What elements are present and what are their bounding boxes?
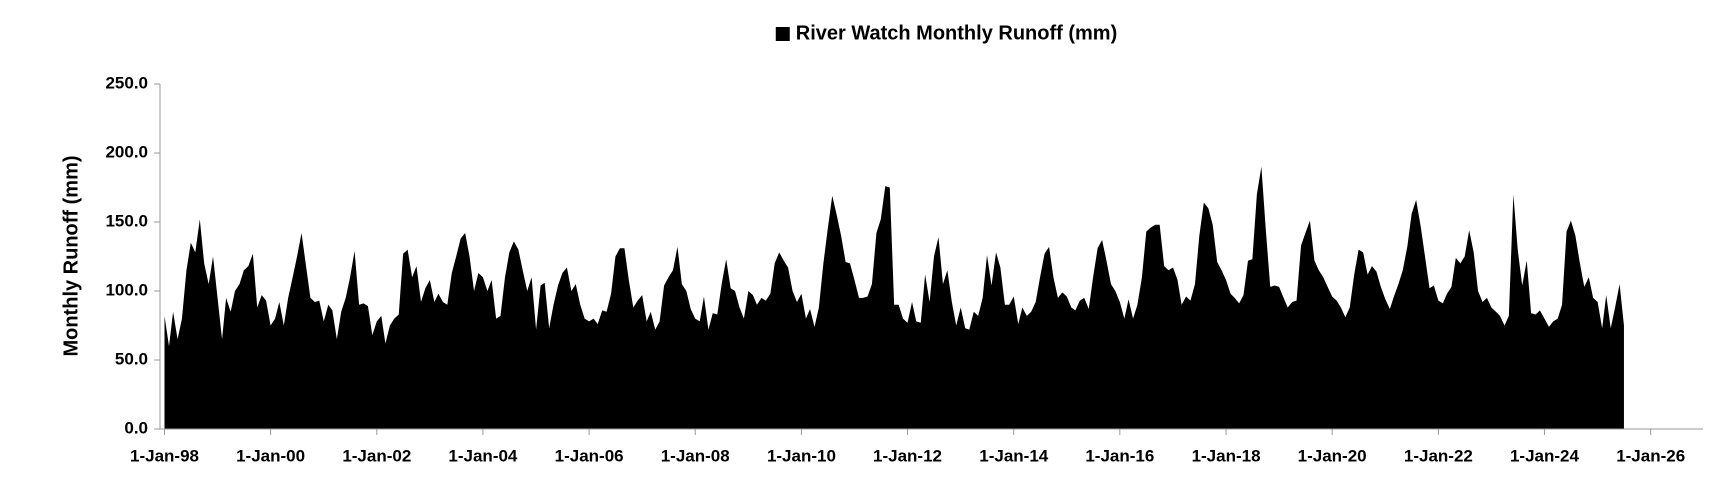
area — [164, 166, 1624, 430]
x-tick-label: 1-Jan-08 — [661, 446, 730, 465]
legend-label: River Watch Monthly Runoff (mm) — [796, 22, 1117, 44]
x-tick-label: 1-Jan-26 — [1616, 446, 1685, 465]
x-tick-label: 1-Jan-98 — [130, 446, 199, 465]
y-tick-label: 0.0 — [124, 418, 148, 437]
x-tick-label: 1-Jan-04 — [448, 446, 518, 465]
x-tick-label: 1-Jan-16 — [1085, 446, 1154, 465]
x-tick-label: 1-Jan-14 — [979, 446, 1049, 465]
x-tick-label: 1-Jan-00 — [236, 446, 305, 465]
y-tick-label: 250.0 — [105, 73, 148, 92]
y-axis-label: Monthly Runoff (mm) — [60, 155, 82, 356]
y-tick-label: 200.0 — [105, 142, 148, 161]
legend-swatch — [775, 27, 790, 41]
y-tick-label: 50.0 — [115, 349, 148, 368]
x-tick-label: 1-Jan-10 — [767, 446, 836, 465]
x-tick-label: 1-Jan-22 — [1404, 446, 1473, 465]
x-tick-label: 1-Jan-02 — [342, 446, 411, 465]
x-tick-label: 1-Jan-06 — [555, 446, 624, 465]
y-tick-label: 100.0 — [105, 280, 148, 299]
x-tick-label: 1-Jan-12 — [873, 446, 942, 465]
x-tick-label: 1-Jan-20 — [1298, 446, 1367, 465]
x-tick-label: 1-Jan-24 — [1510, 446, 1580, 465]
x-tick-label: 1-Jan-18 — [1192, 446, 1261, 465]
y-tick-label: 150.0 — [105, 211, 148, 230]
